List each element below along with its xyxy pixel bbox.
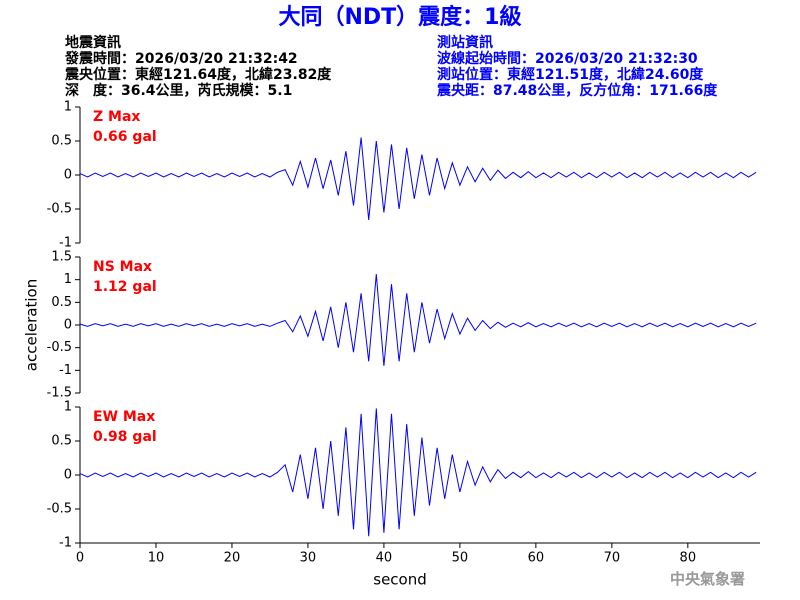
x-tick-label: 0 (76, 551, 84, 566)
y-tick-label: 0.5 (51, 134, 72, 149)
y-tick-label: 1.5 (51, 250, 72, 265)
y-tick-label: 1 (64, 272, 72, 287)
y-tick-label: -1.5 (47, 386, 72, 401)
max-value: 1.12 gal (93, 279, 157, 295)
header-left: 深 度：36.4公里，芮氏規模：5.1 (65, 82, 292, 99)
x-tick-label: 80 (680, 551, 697, 566)
y-tick-label: -0.5 (47, 202, 72, 217)
header-right: 波線起始時間：2026/03/20 21:32:30 (437, 50, 698, 67)
y-tick-label: 1 (64, 100, 72, 115)
y-tick-label: 0 (64, 168, 72, 183)
x-tick-label: 30 (300, 551, 317, 566)
max-name: NS Max (93, 259, 152, 275)
header-right: 震央距：87.48公里，反方位角：171.66度 (436, 82, 718, 99)
max-name: EW Max (93, 409, 155, 425)
x-axis-label: second (373, 571, 427, 589)
max-value: 0.66 gal (93, 129, 157, 145)
watermark: 中央氣象署 (670, 570, 745, 588)
max-value: 0.98 gal (93, 429, 157, 445)
x-tick-label: 70 (604, 551, 621, 566)
chart-title: 大同（NDT）震度：1級 (279, 4, 522, 30)
header-left: 震央位置：東經121.64度，北緯23.82度 (64, 66, 332, 83)
y-tick-label: 0.5 (51, 295, 72, 310)
waveform (79, 274, 757, 366)
x-tick-label: 60 (528, 551, 545, 566)
y-tick-label: -1 (59, 363, 72, 378)
waveform (79, 408, 757, 537)
y-tick-label: 1 (64, 400, 72, 415)
header-left: 地震資訊 (65, 34, 121, 51)
x-tick-label: 20 (224, 551, 241, 566)
y-tick-label: 0.5 (51, 434, 72, 449)
header-left: 發震時間：2026/03/20 21:32:42 (64, 50, 298, 67)
y-tick-label: -0.5 (47, 502, 72, 517)
y-axis-label: acceleration (23, 279, 41, 371)
waveform (79, 137, 757, 220)
y-tick-label: -1 (59, 236, 72, 251)
y-tick-label: 0 (64, 318, 72, 333)
max-name: Z Max (93, 109, 140, 125)
header-right: 測站資訊 (437, 34, 493, 51)
x-tick-label: 10 (148, 551, 165, 566)
header-right: 測站位置：東經121.51度，北緯24.60度 (437, 66, 704, 83)
x-tick-label: 40 (376, 551, 393, 566)
y-tick-label: -1 (59, 536, 72, 551)
y-tick-label: 0 (64, 468, 72, 483)
y-tick-label: -0.5 (47, 340, 72, 355)
x-tick-label: 50 (452, 551, 469, 566)
